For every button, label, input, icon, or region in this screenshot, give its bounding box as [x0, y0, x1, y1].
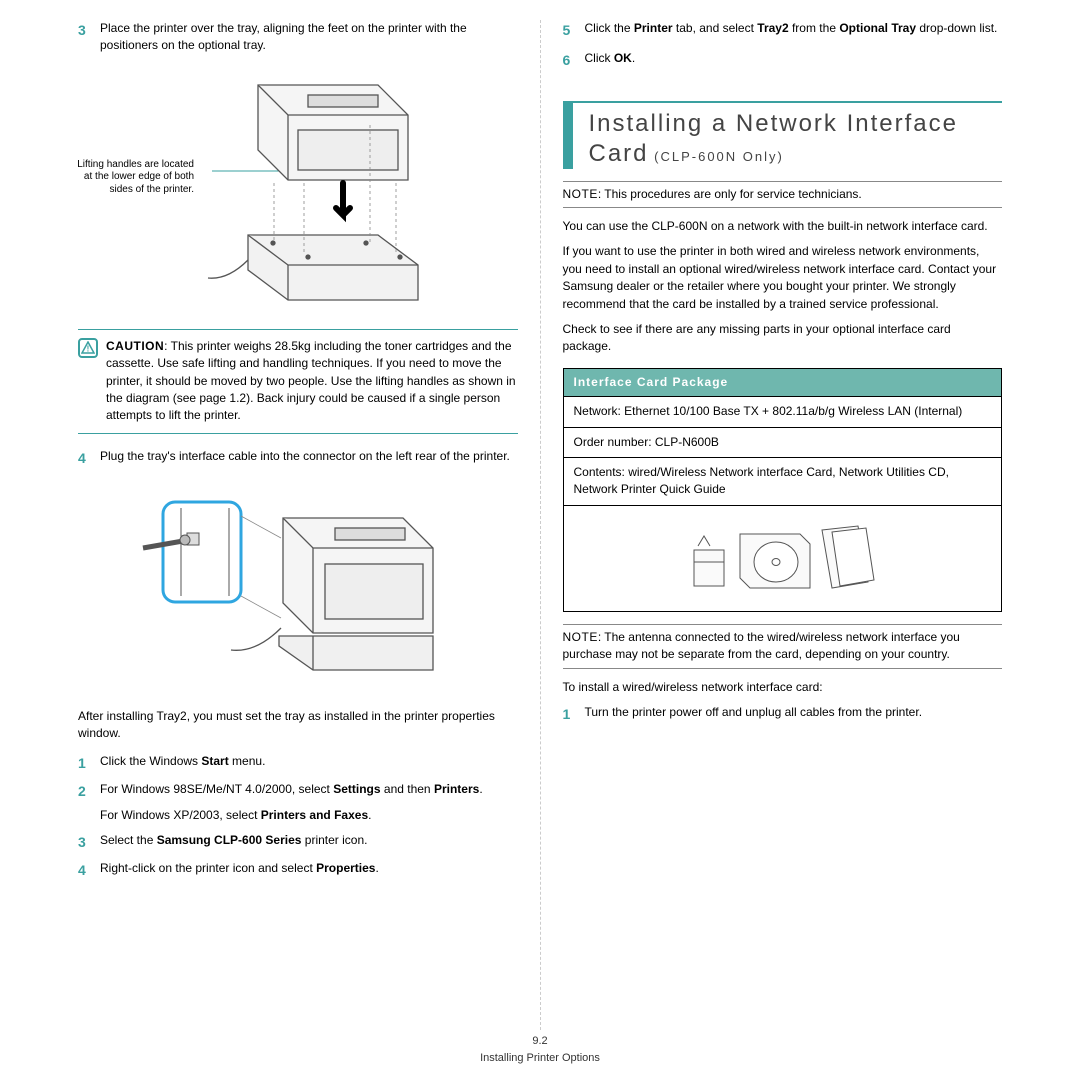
footer-section-name: Installing Printer Options [0, 1050, 1080, 1067]
right-column: 5 Click the Printer tab, and select Tray… [545, 20, 1021, 1030]
t: Right-click on the printer icon and sele… [100, 861, 316, 875]
t: For Windows XP/2003, select [100, 808, 261, 822]
step-number: 3 [78, 20, 100, 55]
t: For Windows 98SE/Me/NT 4.0/2000, select [100, 782, 333, 796]
step-3: 3 Place the printer over the tray, align… [78, 20, 518, 55]
step-number: 2 [78, 781, 100, 824]
left-column: 3 Place the printer over the tray, align… [60, 20, 536, 1030]
step-text: Click the Printer tab, and select Tray2 … [585, 20, 1003, 40]
t: Printer [634, 21, 673, 35]
figure-printer-over-tray: Lifting handles are located at the lower… [78, 65, 518, 315]
step-text: Turn the printer power off and unplug al… [585, 704, 1003, 724]
paragraph: You can use the CLP-600N on a network wi… [563, 218, 1003, 235]
substep-2: 2 For Windows 98SE/Me/NT 4.0/2000, selec… [78, 781, 518, 824]
t: Samsung CLP-600 Series [157, 833, 302, 847]
interface-card-package-table: Interface Card Package Network: Ethernet… [563, 368, 1003, 612]
t: . [479, 782, 482, 796]
substep-1: 1 Click the Windows Start menu. [78, 753, 518, 773]
substep-4: 4 Right-click on the printer icon and se… [78, 860, 518, 880]
step-5: 5 Click the Printer tab, and select Tray… [563, 20, 1003, 40]
t: OK [614, 51, 632, 65]
step-6: 6 Click OK. [563, 50, 1003, 70]
t: Properties [316, 861, 375, 875]
t: menu. [229, 754, 266, 768]
note-box-2: NOTE: The antenna connected to the wired… [563, 624, 1003, 669]
after-install-text: After installing Tray2, you must set the… [78, 708, 518, 743]
t: Start [201, 754, 228, 768]
step-text: Click the Windows Start menu. [100, 753, 518, 773]
paragraph: To install a wired/wireless network inte… [563, 679, 1003, 696]
table-image-row [564, 505, 1002, 611]
t: Optional Tray [839, 21, 916, 35]
note-box-1: NOTE: This procedures are only for servi… [563, 181, 1003, 208]
install-step-1: 1 Turn the printer power off and unplug … [563, 704, 1003, 724]
section-heading: Installing a Network Interface Card (CLP… [563, 101, 1003, 169]
step-text: For Windows 98SE/Me/NT 4.0/2000, select … [100, 781, 518, 824]
section-title: Installing a Network Interface Card (CLP… [589, 109, 1003, 169]
table-header: Interface Card Package [564, 369, 1002, 396]
table-row: Contents: wired/Wireless Network interfa… [564, 457, 1002, 505]
note-text: : This procedures are only for service t… [598, 187, 862, 201]
note-label: NOTE [563, 187, 598, 201]
figure-callout: Lifting handles are located at the lower… [74, 159, 194, 197]
t: tab, and select [673, 21, 758, 35]
caution-icon: ! [78, 338, 98, 358]
step-text: Select the Samsung CLP-600 Series printe… [100, 832, 518, 852]
step-number: 4 [78, 860, 100, 880]
t: Printers [434, 782, 479, 796]
table-row: Network: Ethernet 10/100 Base TX + 802.1… [564, 396, 1002, 426]
step-text: Place the printer over the tray, alignin… [100, 20, 518, 55]
t: Select the [100, 833, 157, 847]
column-divider [540, 20, 541, 1030]
paragraph: Check to see if there are any missing pa… [563, 321, 1003, 356]
substep-3: 3 Select the Samsung CLP-600 Series prin… [78, 832, 518, 852]
note-label: NOTE [563, 630, 598, 644]
t: printer icon. [301, 833, 367, 847]
figure-cable-connection [133, 478, 463, 698]
section-accent-bar [563, 101, 573, 169]
t: from the [789, 21, 840, 35]
step-text: Right-click on the printer icon and sele… [100, 860, 518, 880]
package-contents-illustration [682, 516, 882, 596]
t: Click the Windows [100, 754, 201, 768]
step-number: 5 [563, 20, 585, 40]
step-text: Click OK. [585, 50, 1003, 70]
step-number: 1 [563, 704, 585, 724]
t: . [632, 51, 635, 65]
step-number: 1 [78, 753, 100, 773]
t: Click the [585, 21, 634, 35]
caution-text-wrap: CAUTION: This printer weighs 28.5kg incl… [106, 338, 518, 425]
note-text: : The antenna connected to the wired/wir… [563, 630, 960, 661]
table-row: Order number: CLP-N600B [564, 427, 1002, 457]
t: . [368, 808, 371, 822]
t: Settings [333, 782, 380, 796]
caution-label: CAUTION [106, 339, 164, 353]
svg-text:!: ! [87, 344, 90, 353]
t: Tray2 [757, 21, 788, 35]
page-footer: 9.2 Installing Printer Options [0, 1033, 1080, 1066]
step-number: 6 [563, 50, 585, 70]
page-number: 9.2 [0, 1033, 1080, 1050]
t: (CLP-600N Only) [649, 149, 784, 164]
step-4: 4 Plug the tray's interface cable into t… [78, 448, 518, 468]
paragraph: If you want to use the printer in both w… [563, 243, 1003, 313]
step-text: Plug the tray's interface cable into the… [100, 448, 518, 468]
step-number: 4 [78, 448, 100, 468]
caution-box: ! CAUTION: This printer weighs 28.5kg in… [78, 329, 518, 434]
t: and then [381, 782, 434, 796]
t: drop-down list. [916, 21, 997, 35]
step-number: 3 [78, 832, 100, 852]
t: Printers and Faxes [261, 808, 368, 822]
t: Click [585, 51, 614, 65]
caution-body: : This printer weighs 28.5kg including t… [106, 339, 516, 423]
t: . [375, 861, 378, 875]
